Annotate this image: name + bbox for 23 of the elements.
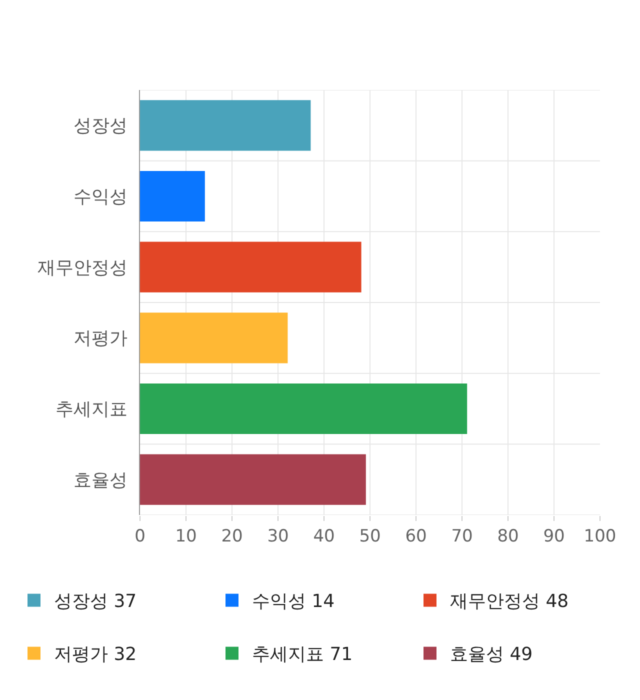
x-tick-label: 20 <box>221 526 243 546</box>
y-tick-label: 성장성 <box>73 116 128 137</box>
legend-label: 추세지표 71 <box>252 644 353 666</box>
x-tick-label: 40 <box>313 526 335 546</box>
y-tick-label: 수익성 <box>73 186 128 208</box>
y-tick-label: 효율성 <box>73 470 128 491</box>
x-tick-label: 100 <box>584 526 616 546</box>
x-tick-label: 10 <box>175 526 197 546</box>
x-tick-label: 80 <box>497 526 519 546</box>
x-tick-label: 90 <box>543 526 565 546</box>
y-tick-label: 추세지표 <box>55 399 128 420</box>
x-tick-label: 0 <box>134 526 146 546</box>
legend-label: 성장성 37 <box>54 591 137 612</box>
legend-label: 수익성 14 <box>252 591 335 612</box>
x-tick-label: 30 <box>267 526 289 546</box>
x-tick-label: 50 <box>359 526 381 546</box>
y-tick-label: 재무안정성 <box>37 257 128 278</box>
legend-label: 재무안정성 48 <box>450 591 569 612</box>
legend-label: 저평가 32 <box>54 644 137 666</box>
y-tick-label: 저평가 <box>73 328 128 350</box>
legend-label: 효율성 49 <box>450 644 533 666</box>
x-tick-label: 70 <box>451 526 473 546</box>
x-tick-label: 60 <box>405 526 427 546</box>
